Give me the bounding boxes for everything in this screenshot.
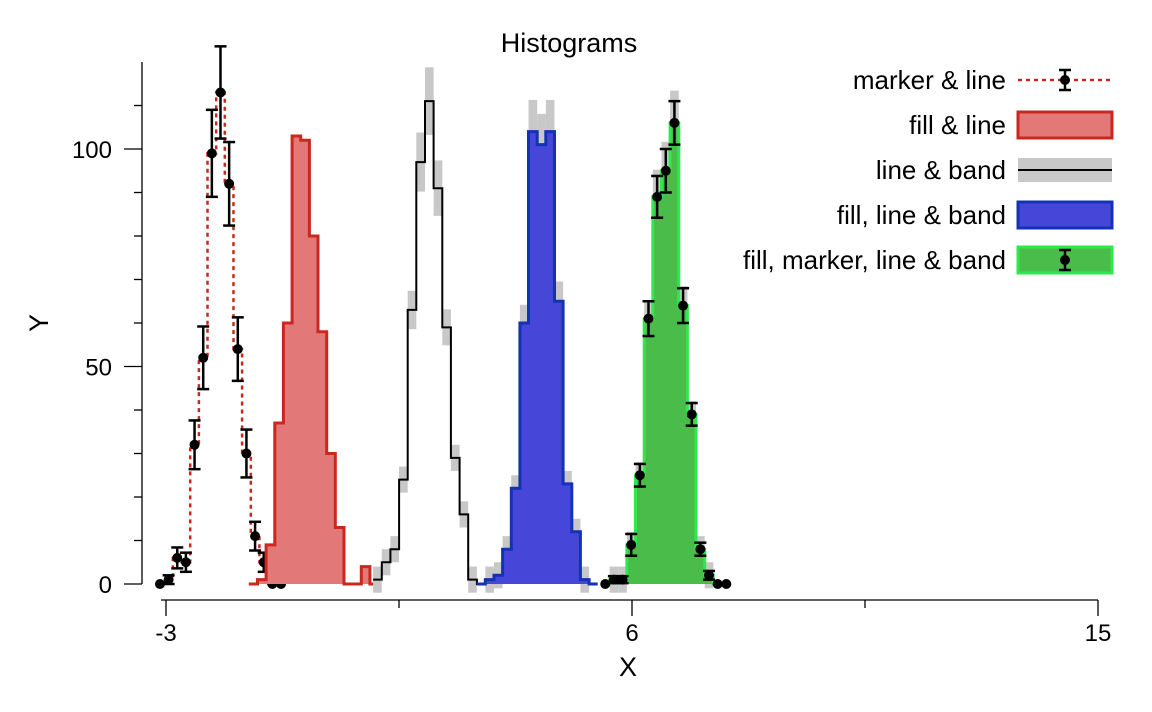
- data-point: [608, 574, 619, 585]
- histogram-fill: [476, 131, 598, 584]
- legend-label: fill, marker, line & band: [743, 245, 1006, 275]
- x-axis-label: X: [619, 652, 637, 682]
- data-point: [250, 531, 261, 542]
- histogram-line: [373, 100, 495, 585]
- y-tick-label: 100: [72, 137, 112, 164]
- histogram-line: [155, 91, 286, 586]
- legend: marker & line fill & line line & band fill,…: [743, 65, 1114, 275]
- series-1: [248, 134, 379, 586]
- legend-entry-2: line & band: [876, 155, 1112, 185]
- data-point: [154, 579, 165, 589]
- x-tick-label: 15: [1085, 620, 1112, 647]
- data-point: [189, 439, 200, 450]
- data-point: [198, 352, 209, 363]
- x-tick-label: 6: [625, 620, 638, 647]
- legend-entry-4: fill, marker, line & band: [743, 245, 1114, 275]
- legend-label: line & band: [876, 155, 1006, 185]
- legend-marker: [1060, 255, 1070, 265]
- data-point: [678, 300, 689, 311]
- data-point: [721, 579, 732, 589]
- data-point: [626, 539, 637, 550]
- histogram-fill: [600, 122, 731, 585]
- histogram-line: [476, 130, 598, 586]
- data-point: [215, 87, 226, 98]
- data-point: [172, 552, 183, 563]
- y-tick-label: 50: [85, 355, 112, 382]
- data-point: [600, 579, 611, 589]
- data-point: [712, 579, 723, 589]
- axes: 0 50 100 -3 6 15: [72, 62, 1111, 647]
- chart-title: Histograms: [501, 28, 638, 58]
- y-tick-label: 0: [99, 572, 112, 599]
- data-point: [180, 557, 191, 568]
- data-point: [669, 117, 680, 128]
- series-0: [154, 45, 287, 589]
- series-3: [476, 99, 598, 593]
- histogram-fill: [248, 136, 379, 584]
- series-2: [373, 67, 495, 593]
- data-point: [163, 574, 174, 585]
- data-point: [686, 409, 697, 420]
- data-point: [660, 165, 671, 176]
- data-point: [695, 544, 706, 555]
- legend-swatch: [1016, 200, 1114, 230]
- data-point: [643, 313, 654, 324]
- data-point: [617, 574, 628, 585]
- data-point: [241, 448, 252, 459]
- data-point: [652, 191, 663, 202]
- legend-entry-1: fill & line: [909, 110, 1114, 140]
- data-point: [232, 344, 243, 355]
- legend-entry-3: fill, line & band: [837, 200, 1114, 230]
- legend-label: fill, line & band: [837, 200, 1006, 230]
- legend-label: fill & line: [909, 110, 1006, 140]
- plot-area: [154, 45, 732, 593]
- data-point: [206, 148, 217, 159]
- data-point: [704, 570, 715, 581]
- series-4: [600, 90, 732, 593]
- legend-label: marker & line: [853, 65, 1006, 95]
- data-point: [634, 470, 645, 481]
- y-axis-label: Y: [24, 314, 54, 332]
- legend-swatch: [1016, 110, 1114, 140]
- histogram-line: [248, 134, 379, 586]
- data-point: [224, 178, 235, 189]
- x-tick-label: -3: [155, 620, 176, 647]
- legend-marker: [1060, 75, 1070, 85]
- legend-entry-0: marker & line: [853, 65, 1112, 95]
